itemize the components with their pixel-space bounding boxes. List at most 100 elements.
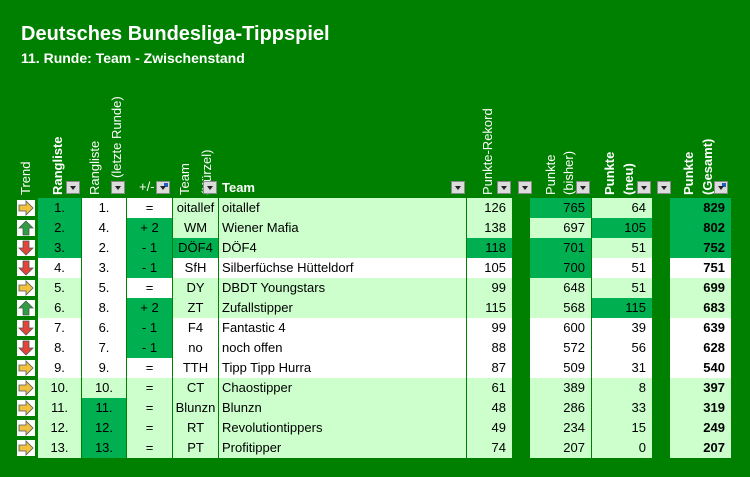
header-punkte-neu-line1: Punkte xyxy=(602,151,617,195)
cell-spacer xyxy=(513,318,529,338)
cell-last: 1. xyxy=(82,198,126,218)
cell-bisher: 648 xyxy=(530,278,591,298)
table-row: 11. 11. = Blunzn Blunzn 48 286 33 319 xyxy=(0,398,750,418)
filter-dropdown-team-kurzel[interactable] xyxy=(203,181,217,194)
filter-dropdown-punkte-bisher[interactable] xyxy=(576,181,590,194)
filter-dropdown-spacer2[interactable] xyxy=(657,181,671,194)
cell-spacer xyxy=(513,238,529,258)
cell-rank: 11. xyxy=(38,398,81,418)
right-arrow-icon xyxy=(17,360,35,376)
page-title: Deutsches Bundesliga-Tippspiel xyxy=(21,23,330,45)
cell-team: Blunzn xyxy=(219,398,466,418)
filter-dropdown-rangliste[interactable] xyxy=(66,181,80,194)
cell-team: noch offen xyxy=(219,338,466,358)
cell-team: Profitipper xyxy=(219,438,466,458)
right-arrow-icon xyxy=(17,200,35,216)
cell-spacer xyxy=(653,338,669,358)
cell-rank: 8. xyxy=(38,338,81,358)
cell-gesamt: 249 xyxy=(670,418,731,438)
cell-team: DÖF4 xyxy=(219,238,466,258)
table-row: 3. 2. - 1 DÖF4 DÖF4 118 701 51 752 xyxy=(0,238,750,258)
header-punkte-gesamt-line1: Punkte xyxy=(681,151,696,195)
header-plusminus: +/- xyxy=(139,179,155,194)
cell-spacer xyxy=(513,278,529,298)
cell-last: 7. xyxy=(82,338,126,358)
header-punkte-bisher-line2: (bisher) xyxy=(561,150,576,195)
cell-rekord: 88 xyxy=(467,338,512,358)
cell-gesamt: 397 xyxy=(670,378,731,398)
cell-team: oitallef xyxy=(219,198,466,218)
cell-last: 6. xyxy=(82,318,126,338)
cell-neu: 105 xyxy=(592,218,652,238)
filter-dropdown-punkte-neu[interactable] xyxy=(637,181,651,194)
filter-dropdown-rangliste-letzte[interactable] xyxy=(111,181,125,194)
cell-bisher: 568 xyxy=(530,298,591,318)
cell-rank: 4. xyxy=(38,258,81,278)
cell-spacer xyxy=(513,378,529,398)
cell-gesamt: 639 xyxy=(670,318,731,338)
cell-pm: = xyxy=(127,358,172,378)
cell-pm: = xyxy=(127,438,172,458)
cell-pm: + 2 xyxy=(127,218,172,238)
cell-pm: - 1 xyxy=(127,258,172,278)
cell-bisher: 765 xyxy=(530,198,591,218)
cell-short: DY xyxy=(173,278,218,298)
down-arrow-icon xyxy=(17,260,35,276)
cell-spacer xyxy=(653,438,669,458)
cell-bisher: 572 xyxy=(530,338,591,358)
cell-gesamt: 802 xyxy=(670,218,731,238)
cell-spacer xyxy=(513,398,529,418)
right-arrow-icon xyxy=(17,400,35,416)
cell-pm: = xyxy=(127,378,172,398)
cell-last: 12. xyxy=(82,418,126,438)
table-row: 9. 9. = TTH Tipp Tipp Hurra 87 509 31 540 xyxy=(0,358,750,378)
right-arrow-icon xyxy=(17,420,35,436)
cell-last: 3. xyxy=(82,258,126,278)
cell-spacer xyxy=(513,258,529,278)
table-row: 4. 3. - 1 SfH Silberfüchse Hütteldorf 105 700 5… xyxy=(0,258,750,278)
cell-spacer xyxy=(513,198,529,218)
cell-bisher: 389 xyxy=(530,378,591,398)
cell-spacer xyxy=(653,378,669,398)
cell-gesamt: 540 xyxy=(670,358,731,378)
cell-rank: 9. xyxy=(38,358,81,378)
cell-spacer xyxy=(653,198,669,218)
cell-pm: - 1 xyxy=(127,238,172,258)
cell-team: Zufallstipper xyxy=(219,298,466,318)
cell-last: 8. xyxy=(82,298,126,318)
table-row: 8. 7. - 1 no noch offen 88 572 56 628 xyxy=(0,338,750,358)
cell-short: oitallef xyxy=(173,198,218,218)
up-arrow-icon xyxy=(17,220,35,236)
cell-rekord: 115 xyxy=(467,298,512,318)
filter-dropdown-spacer1[interactable] xyxy=(518,181,532,194)
cell-short: no xyxy=(173,338,218,358)
filter-dropdown-punkte-gesamt[interactable] xyxy=(714,181,728,194)
cell-rekord: 61 xyxy=(467,378,512,398)
cell-last: 2. xyxy=(82,238,126,258)
cell-bisher: 207 xyxy=(530,438,591,458)
table-row: 1. 1. = oitallef oitallef 126 765 64 829 xyxy=(0,198,750,218)
filter-dropdown-punkte-rekord[interactable] xyxy=(497,181,511,194)
cell-gesamt: 628 xyxy=(670,338,731,358)
cell-rank: 3. xyxy=(38,238,81,258)
cell-spacer xyxy=(513,418,529,438)
header-team-kurzel-line1: Team xyxy=(177,163,192,195)
cell-gesamt: 699 xyxy=(670,278,731,298)
cell-spacer xyxy=(513,218,529,238)
cell-gesamt: 207 xyxy=(670,438,731,458)
filter-dropdown-plusminus[interactable] xyxy=(156,181,170,194)
right-arrow-icon xyxy=(17,380,35,396)
filter-dropdown-team[interactable] xyxy=(451,181,465,194)
right-arrow-icon xyxy=(17,440,35,456)
cell-team: Wiener Mafia xyxy=(219,218,466,238)
cell-team: Silberfüchse Hütteldorf xyxy=(219,258,466,278)
cell-neu: 51 xyxy=(592,258,652,278)
cell-short: CT xyxy=(173,378,218,398)
cell-gesamt: 751 xyxy=(670,258,731,278)
cell-rank: 7. xyxy=(38,318,81,338)
down-arrow-icon xyxy=(17,240,35,256)
table-row: 7. 6. - 1 F4 Fantastic 4 99 600 39 639 xyxy=(0,318,750,338)
cell-last: 13. xyxy=(82,438,126,458)
cell-pm: = xyxy=(127,278,172,298)
down-arrow-icon xyxy=(17,320,35,336)
